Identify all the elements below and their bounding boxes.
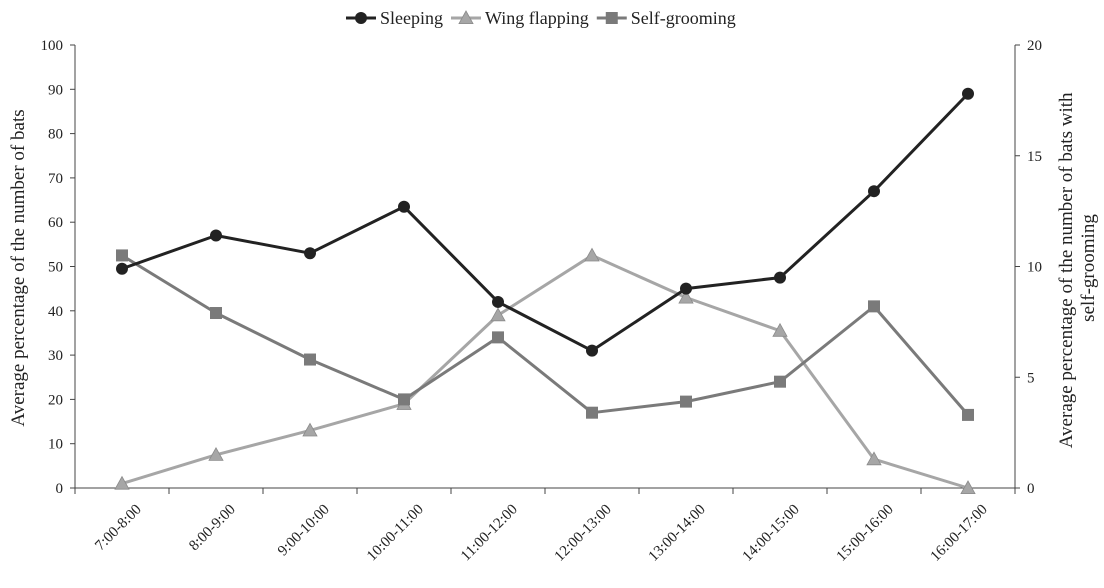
legend-item: Self-grooming: [596, 8, 736, 28]
x-tick-label: 12:00-13:00: [552, 502, 615, 565]
axes: [70, 44, 1020, 494]
data-point-square: [680, 395, 692, 408]
data-point-circle: [774, 271, 786, 284]
y-tick-label: 80: [48, 127, 63, 143]
y-tick-label: 10: [48, 437, 63, 453]
data-point-circle: [398, 200, 410, 213]
x-tick-label: 11:00-12:00: [458, 502, 521, 565]
data-point-circle: [116, 262, 128, 275]
x-tick-label: 10:00-11:00: [364, 502, 427, 565]
y-tick-label: 60: [48, 215, 63, 231]
data-point-triangle: [772, 322, 788, 337]
legend-marker-triangle: [458, 10, 474, 25]
data-point-square: [868, 300, 880, 313]
series-line: [121, 92, 970, 353]
data-point-triangle: [208, 446, 224, 461]
legend-label: Wing flapping: [485, 8, 589, 28]
y2-axis-title-line-1: Average percentage of the number of bats…: [1056, 92, 1077, 448]
y2-tick-label: 10: [1027, 260, 1042, 276]
series-layer: [114, 87, 976, 495]
y2-tick-label: 5: [1027, 370, 1035, 386]
x-tick-label: 7:00-8:00: [92, 502, 145, 555]
data-point-circle: [680, 282, 692, 295]
data-point-square: [774, 375, 786, 388]
data-point-triangle: [678, 289, 694, 304]
data-point-square: [586, 406, 598, 419]
legend-label: Sleeping: [380, 8, 443, 28]
data-point-triangle: [960, 480, 976, 495]
data-point-triangle: [584, 247, 600, 262]
series-wing-flapping: [114, 247, 976, 495]
legend-marker-circle: [355, 12, 367, 24]
series-line: [121, 254, 970, 416]
legend-item: Sleeping: [346, 8, 443, 28]
series-self-grooming: [116, 249, 974, 421]
y-axis-title: Average percentage of the number of bats: [8, 109, 29, 426]
data-point-circle: [304, 247, 316, 260]
data-point-triangle: [490, 307, 506, 322]
tick-labels: 0 10 20 30 40 50 60 70 80 90 100 0 5 10 15 20 7:00-8:00 8…: [41, 38, 1043, 565]
y-tick-label: 30: [48, 348, 63, 364]
data-point-circle: [586, 344, 598, 357]
data-point-square: [398, 393, 410, 406]
data-point-square: [116, 249, 128, 262]
data-point-square: [304, 353, 316, 366]
y2-tick-label: 20: [1027, 38, 1042, 54]
legend-label: Self-grooming: [631, 8, 736, 28]
data-point-circle: [210, 229, 222, 242]
y2-axis-title: Average percentage of the number of bats…: [1056, 88, 1099, 449]
y-tick-label: 50: [48, 260, 63, 276]
data-point-triangle: [866, 451, 882, 466]
y2-tick-label: 0: [1027, 481, 1035, 497]
x-tick-label: 14:00-15:00: [740, 502, 803, 565]
x-tick-label: 9:00-10:00: [275, 502, 333, 560]
data-point-square: [210, 307, 222, 320]
x-tick-label: 8:00-9:00: [186, 502, 239, 555]
data-point-square: [962, 408, 974, 421]
y-tick-label: 70: [48, 171, 63, 187]
data-point-triangle: [302, 422, 318, 437]
y-tick-label: 0: [56, 481, 64, 497]
data-point-circle: [962, 87, 974, 100]
x-tick-label: 15:00-16:00: [834, 502, 897, 565]
legend-item: Wing flapping: [451, 8, 589, 28]
data-point-circle: [868, 185, 880, 198]
x-tick-label: 13:00-14:00: [646, 502, 709, 565]
y-tick-label: 40: [48, 304, 63, 320]
data-point-square: [492, 331, 504, 344]
data-point-circle: [492, 295, 504, 308]
legend: Sleeping Wing flapping Self-grooming: [346, 8, 736, 28]
y-tick-label: 100: [41, 38, 64, 54]
y-tick-label: 90: [48, 82, 63, 98]
series-line: [121, 253, 969, 490]
series-sleeping: [116, 87, 974, 357]
legend-marker-square: [605, 12, 618, 24]
y2-tick-label: 15: [1027, 149, 1042, 165]
x-tick-label: 16:00-17:00: [928, 502, 991, 565]
y2-axis-title-line-2: self-grooming: [1078, 214, 1099, 322]
data-point-triangle: [114, 475, 130, 490]
y-tick-label: 20: [48, 392, 63, 408]
